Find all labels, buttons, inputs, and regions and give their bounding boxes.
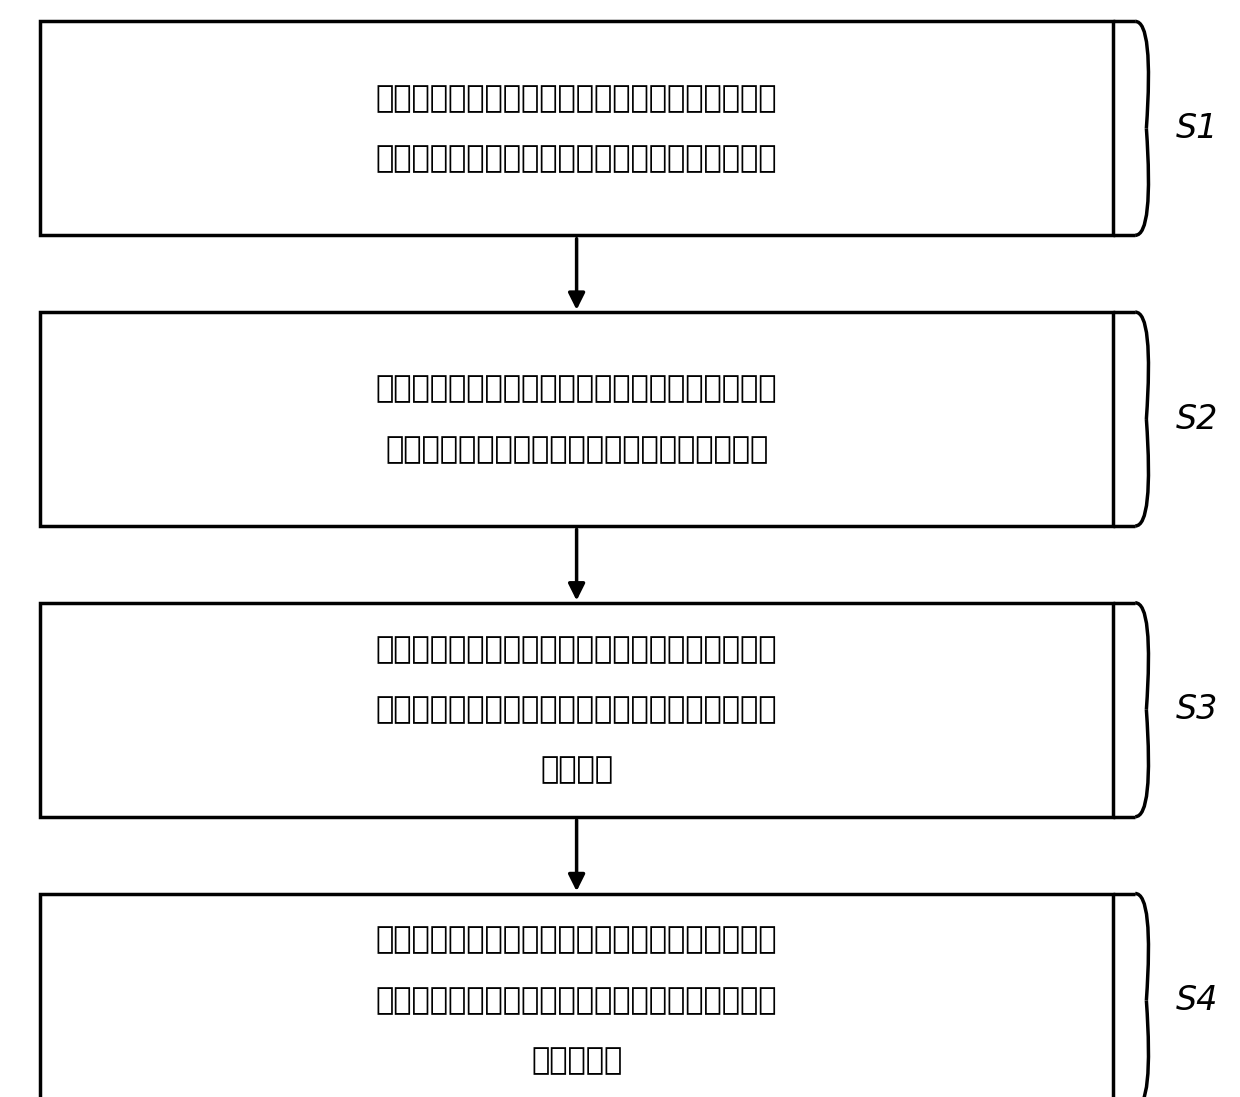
Text: S4: S4 [1176,984,1219,1017]
Text: S2: S2 [1176,403,1219,436]
Text: 根据交叉口延误对优化后的信号配时方案的效果进: 根据交叉口延误对优化后的信号配时方案的效果进 [376,926,777,954]
Text: 根据所述交叉口各相位上评价指标优化前后的差值: 根据所述交叉口各相位上评价指标优化前后的差值 [376,635,777,664]
FancyBboxPatch shape [41,603,1112,816]
Text: ，计算交叉口各相位上评价指标优化前后的差值: ，计算交叉口各相位上评价指标优化前后的差值 [384,434,769,464]
Text: 进行优化: 进行优化 [541,756,613,784]
Text: 根据所述信号配时方案优化前后评价指标的实测值: 根据所述信号配时方案优化前后评价指标的实测值 [376,374,777,404]
Text: ，确定信号配时方案的优化方向并对信号配时方案: ，确定信号配时方案的优化方向并对信号配时方案 [376,695,777,724]
Text: S1: S1 [1176,112,1219,145]
FancyBboxPatch shape [41,312,1112,527]
FancyBboxPatch shape [41,22,1112,236]
Text: 获取信号配时方案优化前后评价指标的实测值，所: 获取信号配时方案优化前后评价指标的实测值，所 [376,83,777,113]
FancyBboxPatch shape [41,893,1112,1097]
Text: 行评价，并将评价结果作为确定信号配时方案优化: 行评价，并将评价结果作为确定信号配时方案优化 [376,986,777,1015]
Text: S3: S3 [1176,693,1219,726]
Text: 方向的依据: 方向的依据 [531,1047,622,1075]
Text: 述评价指标包括车头时距、排队长度和交叉口延误: 述评价指标包括车头时距、排队长度和交叉口延误 [376,144,777,173]
